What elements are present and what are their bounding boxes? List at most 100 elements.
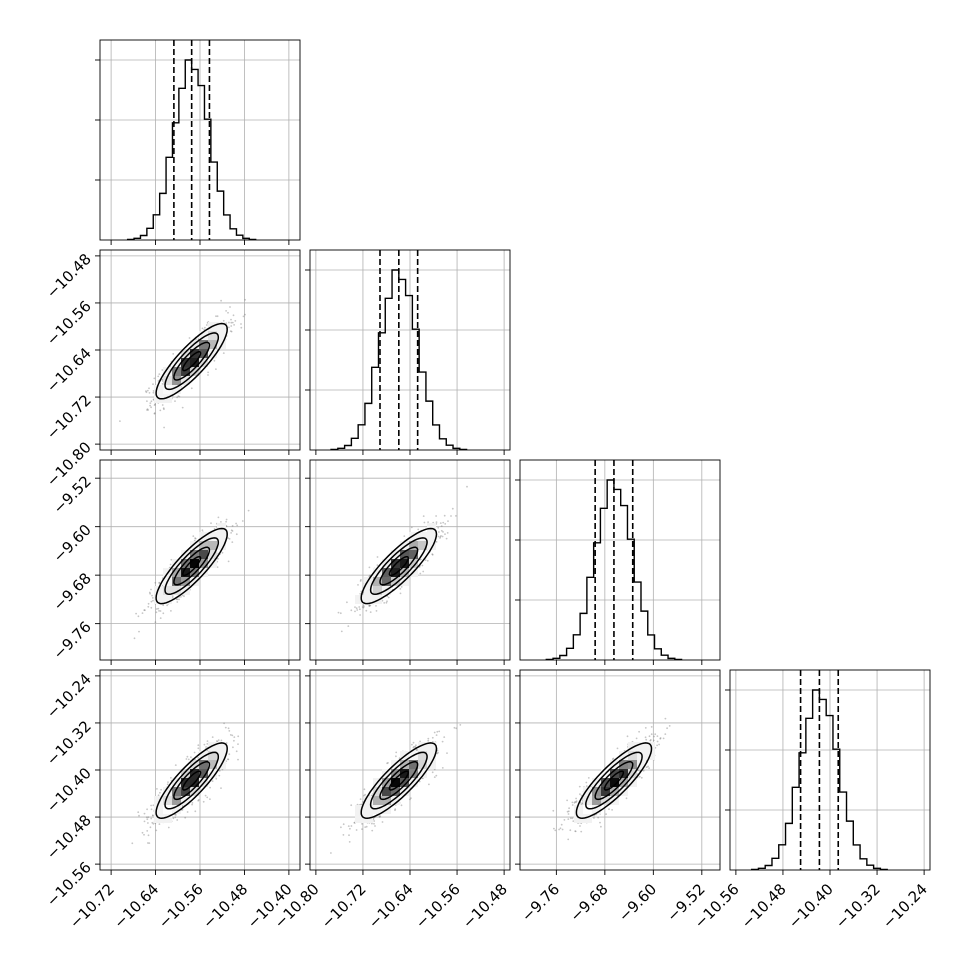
- density-cell: [373, 796, 382, 805]
- scatter-point: [411, 743, 413, 746]
- scatter-point: [176, 819, 179, 821]
- scatter-point: [178, 395, 181, 398]
- scatter-point: [152, 804, 155, 807]
- scatter-point: [371, 822, 373, 825]
- scatter-point: [218, 769, 221, 772]
- scatter-point: [443, 736, 446, 738]
- density-cell: [190, 577, 199, 586]
- scatter-point: [357, 584, 359, 586]
- density-cell: [418, 742, 427, 751]
- scatter-point: [143, 833, 145, 836]
- contour-3: [164, 751, 220, 810]
- scatter-point: [194, 537, 196, 539]
- scatter-point: [231, 321, 234, 324]
- scatter-point: [363, 788, 366, 791]
- scatter-point: [394, 808, 397, 810]
- density-cell: [619, 751, 628, 760]
- scatter-point: [650, 726, 653, 728]
- scatter-point: [466, 485, 468, 488]
- scatter-point: [427, 737, 430, 740]
- scatter-point: [205, 746, 207, 748]
- scatter-point: [237, 735, 240, 738]
- scatter-point: [438, 730, 441, 733]
- contour-3: [164, 332, 220, 391]
- scatter-point: [206, 740, 209, 742]
- scatter-point: [213, 359, 216, 362]
- x-tick-label: −10.64: [110, 880, 162, 932]
- scatter-point: [378, 816, 381, 818]
- scatter-point: [215, 315, 217, 318]
- scatter-point: [426, 559, 429, 562]
- scatter-point: [150, 588, 152, 591]
- scatter-point: [145, 816, 148, 819]
- scatter-point: [175, 814, 177, 816]
- scatter-point: [185, 758, 188, 760]
- scatter-point: [191, 803, 193, 806]
- scatter-point: [558, 828, 560, 831]
- y-tick-label: −10.32: [43, 717, 95, 769]
- scatter-point: [611, 809, 613, 811]
- scatter-point: [170, 610, 172, 612]
- density-cell: [208, 331, 217, 340]
- panels-layer: −10.80−10.72−10.64−10.56−10.48−9.76−9.68…: [43, 39, 931, 932]
- scatter-point: [166, 604, 168, 607]
- density-cell: [409, 541, 418, 550]
- scatter-point: [571, 817, 574, 820]
- scatter-point: [379, 815, 382, 818]
- scatter-point: [247, 509, 250, 512]
- scatter-point: [438, 531, 440, 533]
- scatter-point: [138, 630, 140, 633]
- scatter-point: [209, 798, 211, 800]
- density-cell: [400, 568, 409, 577]
- density-cell: [172, 559, 181, 568]
- scatter-point: [419, 740, 421, 743]
- scatter-point: [186, 811, 189, 813]
- y-tick-label: −9.68: [50, 569, 95, 614]
- scatter-point: [146, 409, 148, 411]
- scatter-point: [381, 821, 384, 823]
- scatter-point: [569, 829, 572, 832]
- density-cell: [391, 568, 400, 577]
- panel-3-0: −10.56−10.48−10.40−10.32−10.24−10.72−10.…: [43, 669, 301, 932]
- scatter-point: [153, 404, 156, 406]
- scatter-point: [373, 822, 375, 825]
- scatter-point: [211, 736, 214, 738]
- scatter-point: [149, 592, 151, 595]
- scatter-point: [191, 802, 194, 804]
- contour-1: [603, 770, 625, 791]
- x-tick-label: −10.40: [785, 880, 837, 932]
- scatter-point: [369, 611, 372, 613]
- scatter-point: [350, 609, 353, 612]
- scatter-point: [455, 727, 458, 730]
- contour-1: [388, 770, 409, 791]
- contour-1: [182, 351, 202, 372]
- scatter-point: [152, 398, 155, 401]
- scatter-point: [580, 830, 583, 833]
- density-cell: [355, 805, 364, 814]
- scatter-point: [435, 774, 438, 777]
- scatter-point: [145, 391, 148, 394]
- scatter-point: [571, 801, 574, 804]
- scatter-point: [347, 625, 350, 627]
- scatter-point: [648, 767, 650, 769]
- scatter-point: [177, 395, 180, 398]
- scatter-point: [355, 607, 358, 610]
- scatter-point: [427, 739, 430, 742]
- density-cell: [217, 523, 226, 532]
- scatter-point: [184, 816, 187, 819]
- density-cell: [574, 805, 583, 814]
- scatter-point: [644, 736, 647, 739]
- contour-4: [155, 527, 228, 605]
- scatter-point: [625, 797, 628, 800]
- density-cells: [154, 742, 226, 823]
- density-cell: [154, 385, 163, 394]
- density-cell: [427, 742, 436, 751]
- scatter-point: [566, 810, 569, 813]
- scatter-point: [220, 739, 223, 742]
- scatter-point: [441, 767, 444, 769]
- scatter-point: [638, 775, 641, 778]
- scatter-point: [207, 374, 209, 376]
- density-cell: [199, 760, 208, 769]
- scatter-point: [147, 409, 149, 411]
- density-cell: [400, 550, 409, 559]
